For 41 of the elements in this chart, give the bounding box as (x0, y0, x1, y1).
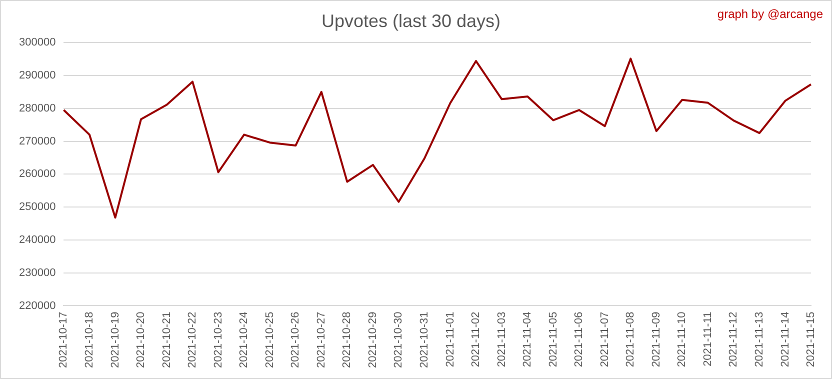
x-tick-label: 2021-11-02 (470, 312, 482, 368)
x-tick-label: 2021-10-29 (366, 312, 379, 368)
x-tick-label: 2021-11-12 (728, 312, 740, 368)
y-tick-label: 220000 (18, 300, 56, 312)
chart-title: Upvotes (last 30 days) (321, 10, 501, 31)
y-tick-label: 230000 (18, 266, 56, 279)
y-tick-label: 270000 (18, 135, 56, 148)
x-tick-label: 2021-11-07 (598, 312, 611, 368)
x-tick-label: 2021-11-08 (624, 312, 637, 368)
x-tick-label: 2021-10-31 (418, 312, 430, 368)
y-tick-label: 300000 (18, 36, 56, 49)
x-tick-label: 2021-10-24 (238, 312, 250, 368)
text: graph by @arcange (717, 7, 823, 21)
x-tick-label: 2021-10-21 (160, 312, 173, 368)
x-tick-label: 2021-11-06 (573, 312, 586, 368)
y-tick-label: 260000 (18, 168, 56, 180)
x-tick-label: 2021-11-09 (650, 312, 662, 368)
x-tick-label: 2021-10-30 (392, 312, 405, 368)
x-tick-label: 2021-11-03 (496, 312, 508, 368)
x-tick-label: 2021-11-13 (753, 312, 766, 368)
y-tick-label: 250000 (18, 201, 56, 214)
x-tick-label: 2021-10-17 (58, 312, 70, 368)
x-tick-label: 2021-10-27 (315, 312, 328, 368)
y-tick-label: 280000 (18, 102, 56, 114)
x-tick-label: 2021-10-25 (264, 312, 276, 368)
x-tick-label: 2021-10-22 (186, 312, 199, 368)
x-tick-label: 2021-10-20 (135, 312, 148, 368)
x-tick-label: 2021-11-14 (779, 312, 792, 368)
x-tick-label: 2021-11-15 (805, 312, 818, 368)
x-tick-label: 2021-10-23 (212, 312, 224, 368)
x-tick-label: 2021-10-28 (341, 312, 354, 368)
x-tick-label: 2021-11-01 (444, 312, 456, 368)
x-tick-label: 2021-11-04 (522, 312, 534, 368)
x-tick-label: 2021-11-10 (676, 312, 688, 368)
x-tick-label: 2021-10-18 (84, 312, 96, 368)
y-tick-label: 240000 (18, 234, 56, 246)
x-tick-label: 2021-11-05 (547, 312, 560, 368)
x-tick-label: 2021-10-19 (109, 312, 122, 368)
x-tick-label: 2021-10-26 (290, 312, 302, 368)
x-tick-label: 2021-11-11 (702, 312, 714, 366)
y-tick-label: 290000 (18, 70, 56, 82)
